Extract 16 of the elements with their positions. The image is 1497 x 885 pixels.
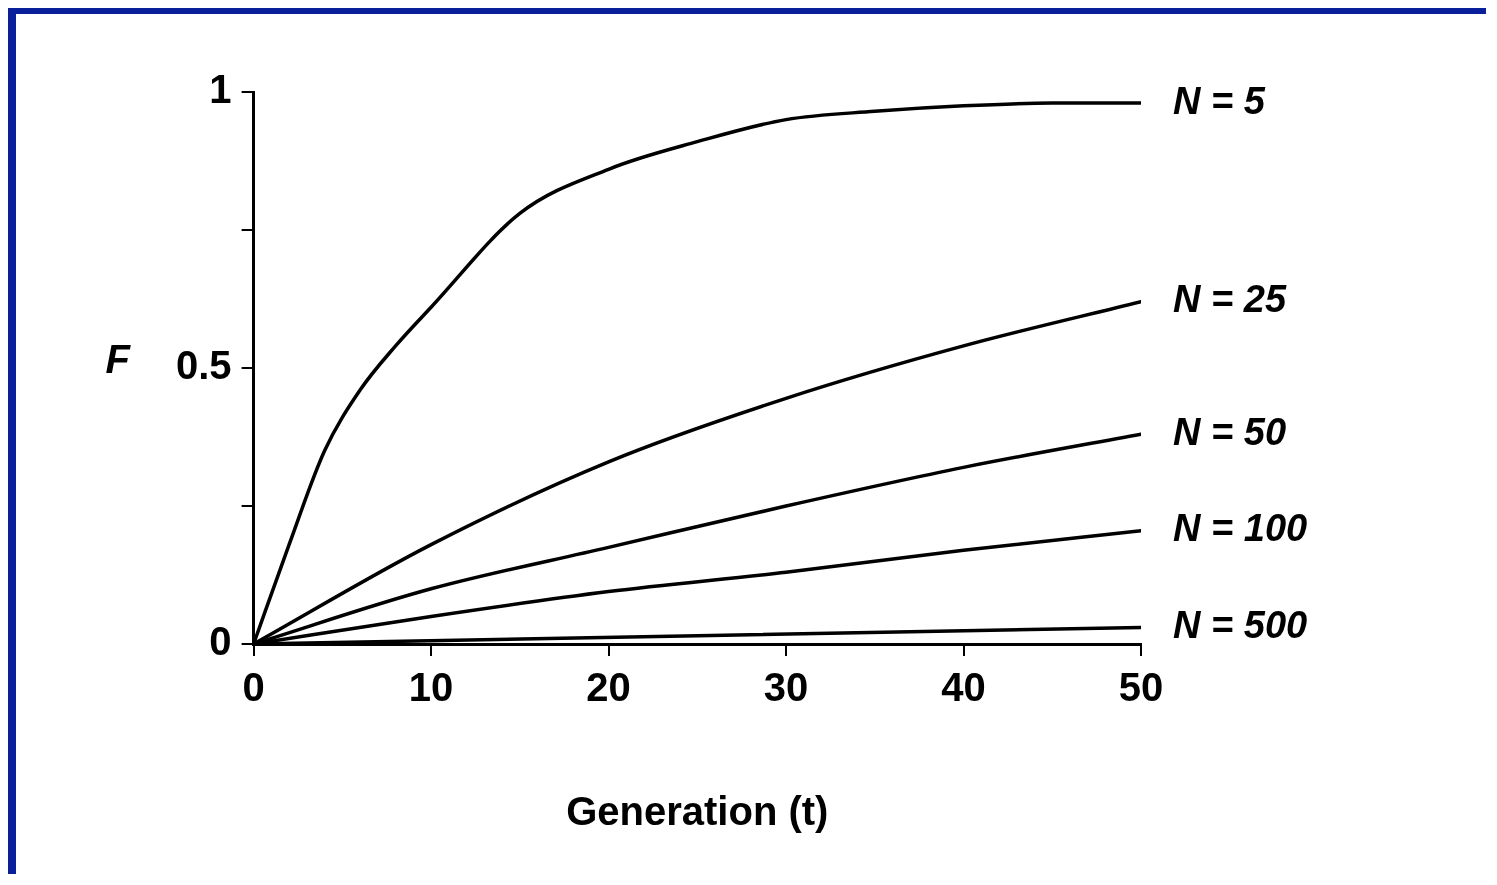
x-tick-label: 50	[1118, 665, 1164, 710]
series-label: N = 25	[1173, 278, 1287, 321]
x-tick-label: 20	[586, 665, 631, 710]
x-tick-label: 0	[242, 665, 265, 710]
y-tick-label: 0	[209, 619, 232, 664]
y-tick-label: 0.5	[176, 343, 232, 388]
x-tick-label: 30	[763, 665, 809, 710]
series-label: N = 50	[1173, 410, 1287, 453]
y-tick-label: 1	[209, 67, 232, 112]
x-tick-label: 40	[941, 665, 986, 710]
series-label: N = 5	[1173, 79, 1266, 122]
series-label: N = 100	[1173, 507, 1308, 550]
x-axis-title: Generation (t)	[566, 789, 829, 834]
series-label: N = 500	[1173, 603, 1308, 646]
y-axis-title: F	[105, 337, 132, 382]
x-tick-label: 10	[408, 665, 454, 710]
